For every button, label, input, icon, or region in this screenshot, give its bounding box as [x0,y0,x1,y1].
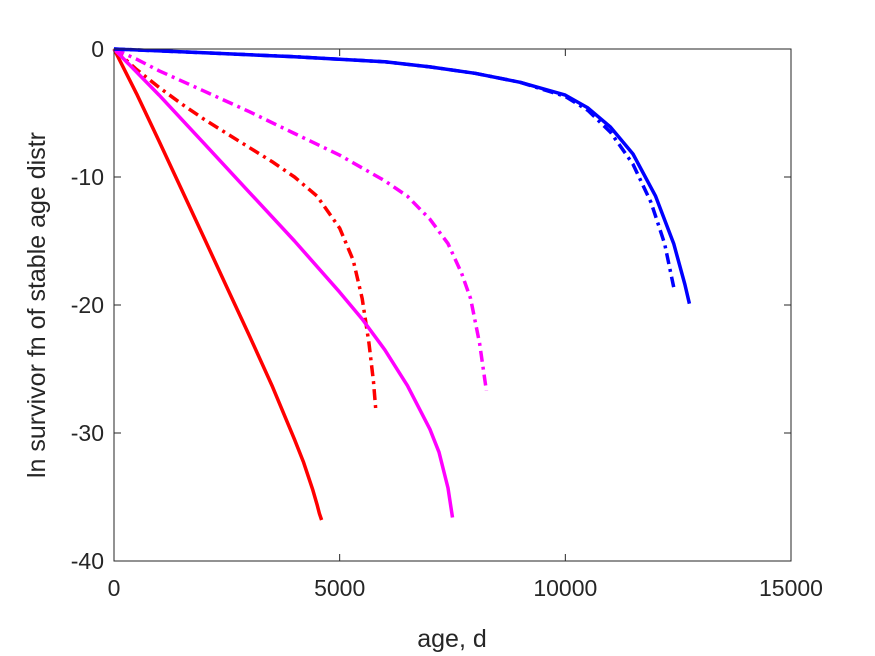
y-tick-label: -30 [71,420,104,446]
x-tick-label: 0 [108,575,121,601]
y-axis-ticks: 0 -10 -20 -30 -40 [71,36,791,574]
x-axis-label: age, d [417,625,487,653]
x-tick-label: 15000 [759,575,823,601]
series-layer [112,47,692,521]
x-tick-label: 5000 [314,575,365,601]
y-tick-label: 0 [91,36,104,62]
series-line-6 [113,47,692,305]
series-line-4 [113,47,489,392]
y-tick-label: -10 [71,164,104,190]
x-tick-label: 10000 [533,575,597,601]
series-line-1 [112,48,324,521]
plot-area [114,49,791,561]
series-line-3 [112,47,455,518]
y-axis-label: ln survivor fn of stable age distr [23,132,51,478]
x-axis-ticks: 0 5000 10000 15000 [108,49,823,601]
y-tick-label: -40 [71,548,104,574]
y-tick-label: -20 [71,292,104,318]
